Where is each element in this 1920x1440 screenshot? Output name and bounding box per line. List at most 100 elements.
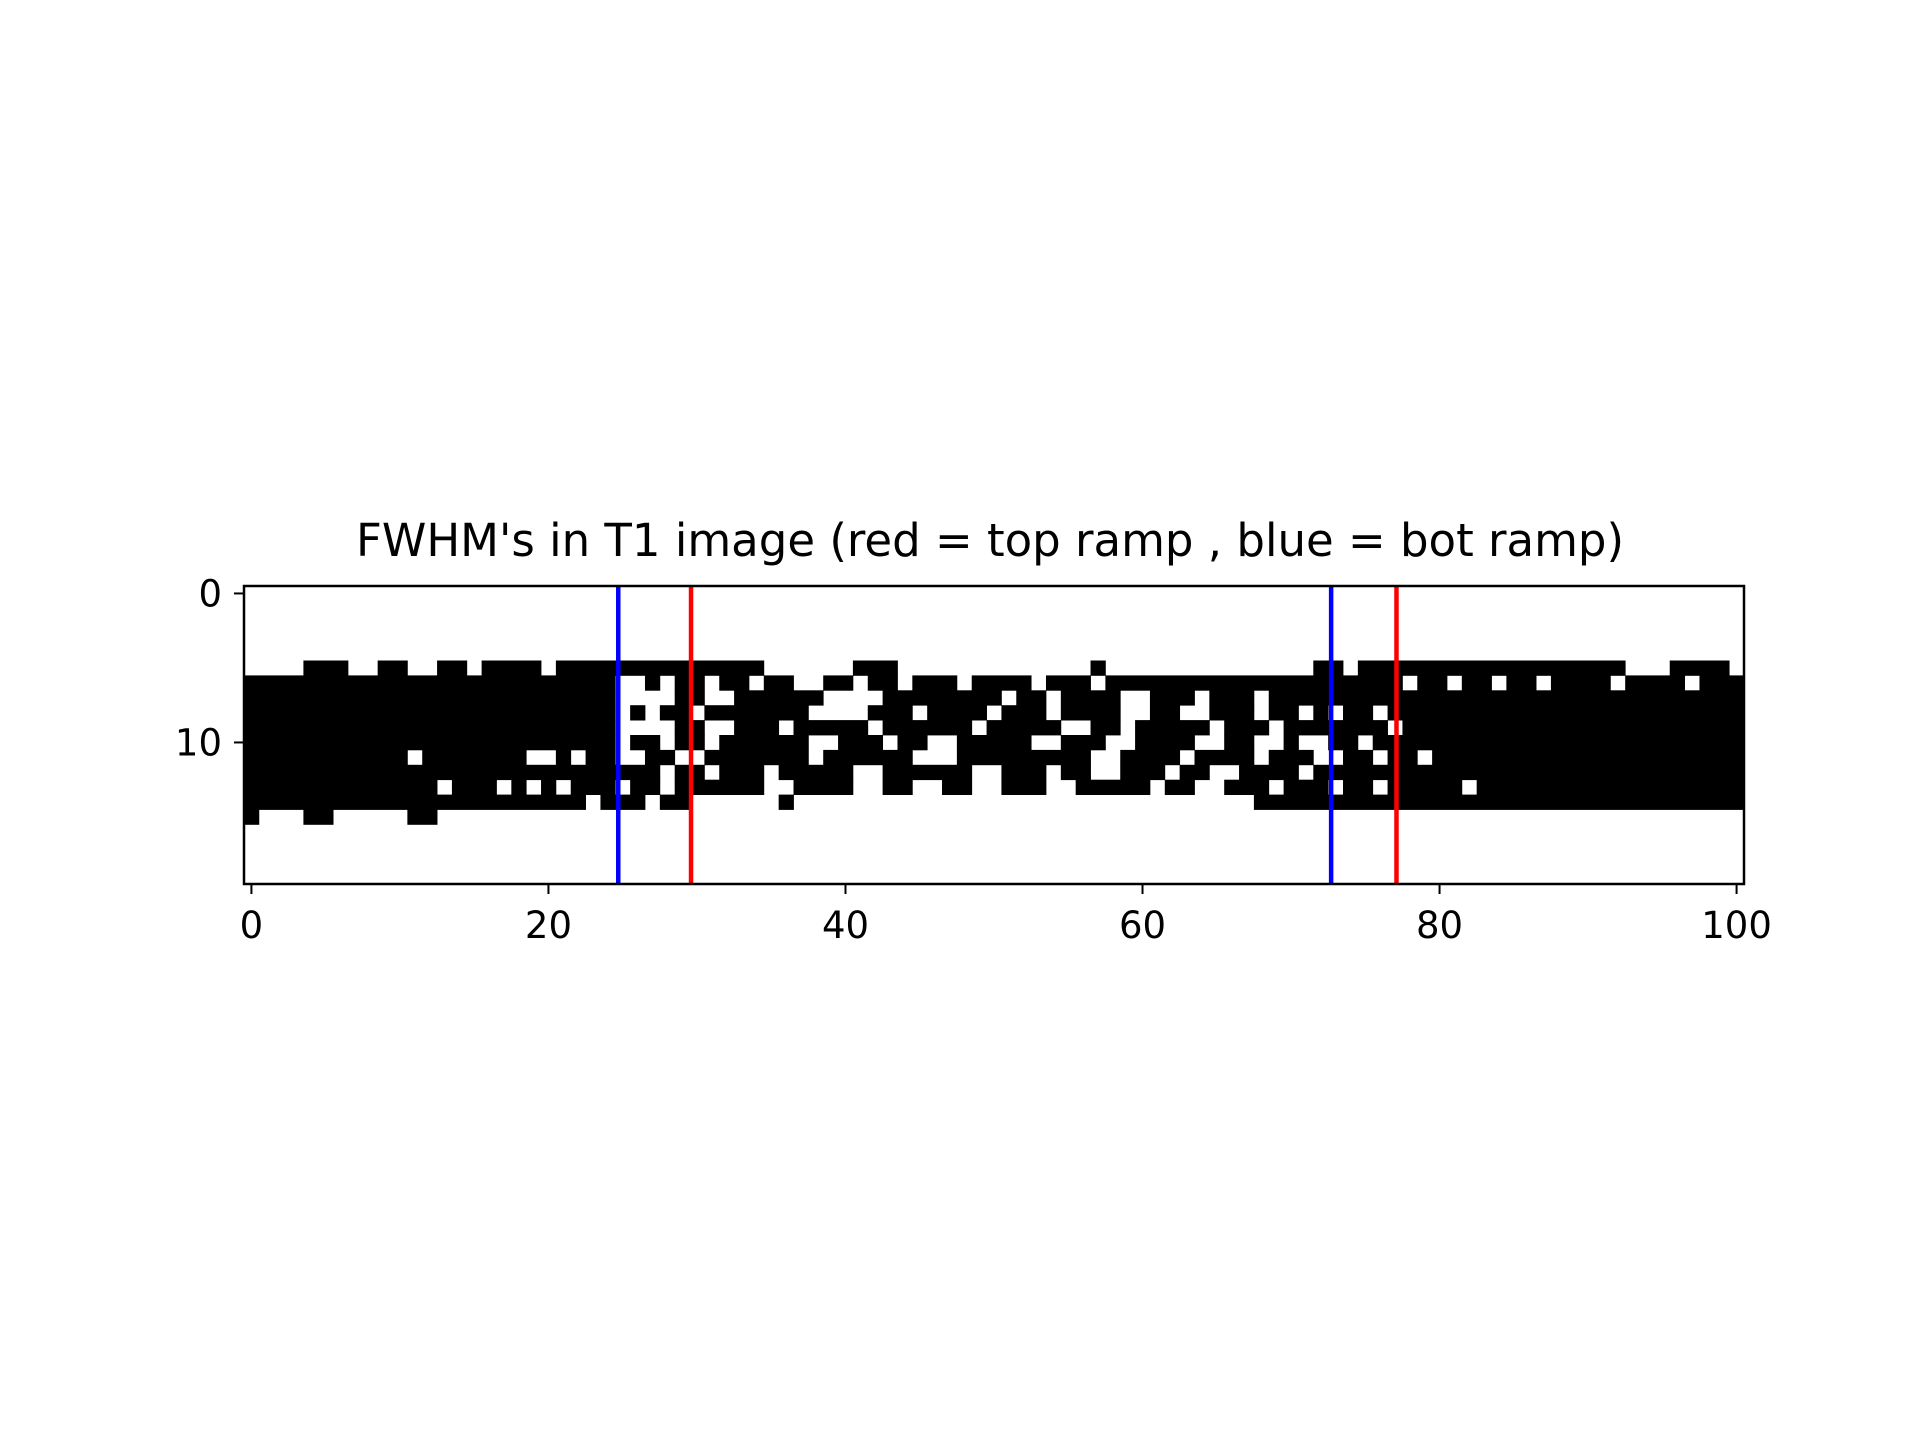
- heatmap-cell: [986, 720, 1062, 736]
- fwhm-lines: [616, 586, 1399, 884]
- heatmap-cell: [1045, 675, 1091, 691]
- heatmap-cell: [1179, 764, 1210, 781]
- heatmap-cell: [734, 690, 824, 706]
- y-tick-label: 0: [198, 572, 222, 615]
- heatmap-cell: [555, 660, 765, 676]
- heatmap-cell: [971, 675, 1032, 691]
- heatmap-cell: [882, 764, 973, 781]
- x-axis: 0 20 40 60 80 100: [240, 884, 1772, 947]
- heatmap-cell: [1090, 660, 1106, 676]
- heatmap-cell: [1372, 735, 1745, 751]
- heatmap-cell: [1283, 735, 1299, 751]
- heatmap-cell: [1461, 675, 1492, 691]
- heatmap-cell: [659, 794, 690, 810]
- heatmap-cell: [734, 720, 780, 736]
- heatmap-cell: [244, 749, 408, 766]
- heatmap-cell: [555, 749, 572, 766]
- heatmap-cell: [1060, 705, 1121, 721]
- heatmap-cell: [1224, 735, 1255, 751]
- heatmap-cell: [956, 749, 1091, 766]
- heatmap-cell: [303, 660, 349, 676]
- heatmap-cell: [719, 735, 809, 751]
- heatmap-cell: [942, 779, 973, 795]
- heatmap-cell: [778, 794, 794, 810]
- heatmap-cell: [1194, 749, 1255, 766]
- x-tick-label: 100: [1701, 904, 1772, 947]
- heatmap-cell: [451, 779, 497, 795]
- heatmap-cell: [867, 705, 913, 721]
- heatmap-cell: [630, 705, 646, 721]
- heatmap-cell: [1001, 705, 1047, 721]
- heatmap-cell: [704, 705, 809, 721]
- heatmap-cell: [244, 809, 260, 825]
- heatmap-cell: [852, 660, 898, 676]
- heatmap-cell: [719, 764, 765, 781]
- heatmap-cell: [481, 660, 542, 676]
- heatmap-cell: [1075, 779, 1151, 795]
- heatmap-cell: [763, 675, 794, 691]
- heatmap-cell: [778, 764, 854, 781]
- heatmap-cell: [377, 660, 408, 676]
- heatmap-cell: [1343, 705, 1374, 721]
- x-tick-label: 40: [822, 904, 869, 947]
- heatmap-cell: [1224, 779, 1270, 795]
- heatmap-cell: [1060, 764, 1091, 781]
- heatmap-cell: [1343, 779, 1374, 795]
- heatmap-cell: [1001, 779, 1047, 795]
- heatmap-cell: [1135, 735, 1195, 751]
- heatmap-cell: [1313, 705, 1329, 721]
- heatmap-cell: [1625, 675, 1685, 691]
- heatmap-cell: [1209, 690, 1255, 706]
- heatmap-cell: [1060, 735, 1106, 751]
- heatmap-cell: [511, 779, 527, 795]
- chart-title: FWHM's in T1 image (red = top ramp , blu…: [356, 514, 1624, 567]
- heatmap-cell: [1090, 720, 1121, 736]
- y-axis: 0 10: [175, 572, 244, 764]
- heatmap-cell: [1387, 779, 1463, 795]
- heatmap-cell: [882, 720, 973, 736]
- heatmap-cell: [1402, 720, 1745, 736]
- x-tick-label: 60: [1119, 904, 1166, 947]
- heatmap-cell: [1476, 779, 1745, 795]
- heatmap-cell: [1669, 660, 1730, 676]
- heatmap-cell: [541, 779, 557, 795]
- heatmap-cell: [244, 675, 616, 691]
- heatmap-cell: [1224, 720, 1270, 736]
- heatmap-cell: [585, 749, 616, 766]
- heatmap-cell: [1699, 675, 1745, 691]
- heatmap-cell: [719, 675, 750, 691]
- heatmap-cell: [244, 794, 586, 810]
- heatmap-cell: [927, 705, 987, 721]
- heatmap-cell: [422, 749, 527, 766]
- heatmap-cell: [912, 675, 958, 691]
- heatmap-cell: [823, 675, 854, 691]
- heatmap-cell: [600, 794, 646, 810]
- heatmap-cell: [704, 749, 809, 766]
- heatmap-cell: [1328, 735, 1359, 751]
- heatmap-cell: [882, 779, 913, 795]
- heatmap-cell: [630, 735, 661, 751]
- heatmap-cell: [659, 705, 690, 721]
- heatmap-cell: [1149, 705, 1181, 721]
- heatmap-cell: [244, 764, 616, 781]
- x-tick-label: 0: [240, 904, 264, 947]
- heatmap-cell: [1432, 749, 1745, 766]
- heatmap-cell: [437, 660, 468, 676]
- heatmap-cell: [1120, 764, 1166, 781]
- heatmap-cell: [244, 779, 438, 795]
- heatmap-cell: [407, 809, 438, 825]
- heatmap-cell: [1313, 660, 1344, 676]
- heatmap-cell: [244, 735, 616, 751]
- heatmap-cell: [630, 779, 661, 795]
- heatmap-cell: [1105, 675, 1403, 691]
- heatmap-cell: [1313, 764, 1745, 781]
- heatmap-cell: [793, 720, 869, 736]
- heatmap-cells: [244, 660, 1745, 825]
- heatmap-cell: [644, 675, 661, 691]
- heatmap-cell: [1387, 705, 1745, 721]
- heatmap-cell: [956, 735, 1032, 751]
- heatmap-cell: [1506, 675, 1537, 691]
- heatmap-cell: [1120, 749, 1181, 766]
- heatmap-cell: [1149, 690, 1195, 706]
